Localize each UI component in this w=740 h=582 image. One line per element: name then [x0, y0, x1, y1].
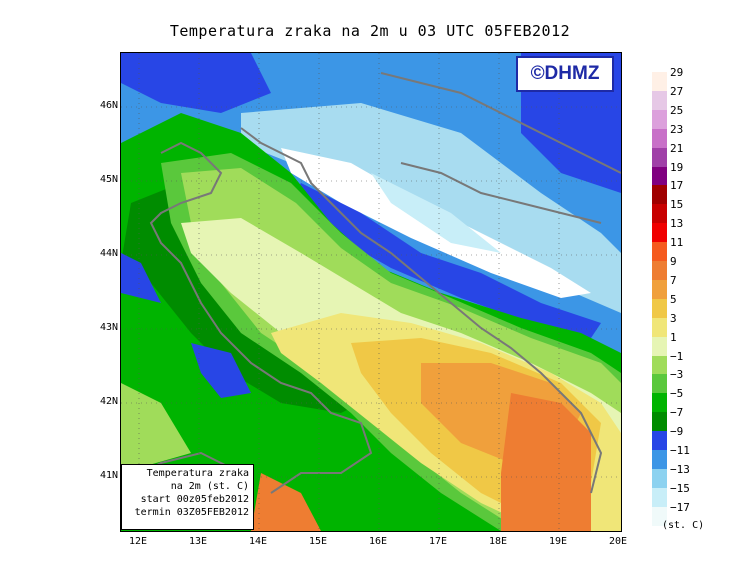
legend-swatch	[652, 223, 667, 243]
legend-swatch	[652, 468, 667, 489]
y-tick-label: 42N	[99, 396, 118, 407]
legend-swatch	[652, 279, 667, 300]
legend-swatch	[652, 450, 667, 470]
legend-label: 21	[670, 141, 684, 155]
legend-label: −1	[670, 349, 684, 363]
y-tick-label: 41N	[99, 470, 118, 481]
map-title: Temperatura zraka na 2m u 03 UTC 05FEB20…	[169, 22, 571, 40]
info-box: Temperatura zraka na 2m (st. C) start 00…	[121, 464, 254, 530]
legend-swatch	[652, 431, 667, 451]
x-tick-label: 17E	[428, 536, 448, 547]
legend-swatch	[652, 506, 667, 527]
legend-label: −9	[670, 425, 684, 439]
field-coast-cold	[291, 183, 601, 338]
legend-label: 7	[670, 273, 677, 287]
legend-label: 19	[670, 160, 684, 174]
x-tick-label: 20E	[608, 536, 628, 547]
info-line-2: na 2m (st. C)	[170, 481, 249, 492]
legend-swatch	[652, 242, 667, 262]
graticule	[121, 53, 621, 531]
legend-label: −3	[670, 368, 684, 382]
info-line-1: Temperatura zraka	[146, 468, 249, 479]
y-tick-label: 44N	[99, 248, 118, 259]
legend-swatch	[652, 298, 667, 319]
info-line-3: start 00z05feb2012	[140, 494, 249, 505]
legend-swatch	[652, 166, 667, 186]
field-green-light-sw	[121, 383, 191, 473]
dhmz-logo: ©DHMZ	[516, 56, 614, 92]
legend-label: −11	[670, 444, 690, 457]
legend-label: −13	[670, 462, 690, 476]
x-tick-label: 15E	[308, 536, 328, 547]
coast-italy-east	[149, 141, 373, 494]
field-cold-west	[121, 253, 161, 303]
legend-swatch	[652, 109, 667, 130]
legend-swatch	[652, 355, 667, 375]
legend-label: 23	[670, 122, 684, 136]
x-tick-label: 13E	[188, 536, 208, 547]
y-tick-label: 46N	[99, 100, 118, 111]
legend-label: 9	[670, 255, 677, 268]
x-tick-label: 16E	[368, 536, 388, 547]
legend-label: −15	[670, 481, 690, 495]
legend-label: 15	[670, 198, 684, 212]
border-bosnia	[400, 162, 602, 224]
legend-swatch	[652, 487, 667, 508]
x-tick-label: 14E	[248, 536, 268, 547]
coast-croatia	[240, 127, 603, 494]
legend-swatch	[652, 336, 667, 356]
field-cold-apennines	[191, 343, 251, 398]
border-north	[380, 72, 621, 174]
legend-swatch	[652, 90, 667, 111]
legend-label: −5	[670, 387, 684, 401]
legend-units: (st. C)	[662, 520, 705, 531]
field-orange-sw	[251, 473, 321, 531]
legend-label: 27	[670, 84, 684, 98]
legend-label: 11	[670, 236, 684, 250]
info-line-4: termin 03Z05FEB2012	[134, 507, 249, 518]
temperature-map	[120, 52, 622, 532]
legend-label: 17	[670, 179, 684, 193]
legend-swatch	[652, 147, 667, 167]
legend-swatch	[652, 374, 667, 394]
field-ice-patch	[371, 173, 501, 253]
legend-label: −7	[670, 406, 684, 420]
field-deep-cold-nw	[121, 53, 271, 113]
x-tick-label: 19E	[548, 536, 568, 547]
temperature-field	[121, 53, 621, 531]
legend-swatch	[652, 412, 667, 432]
legend-swatch	[652, 128, 667, 149]
legend-label: 13	[670, 217, 684, 231]
legend-label: 29	[670, 66, 684, 79]
legend-label: 3	[670, 311, 677, 325]
legend-swatch	[652, 185, 667, 205]
legend-label: 5	[670, 292, 677, 306]
legend-swatch	[652, 204, 667, 224]
field-orange-dark	[501, 393, 591, 531]
legend-swatch	[652, 317, 667, 338]
x-tick-label: 12E	[128, 536, 148, 547]
x-tick-label: 18E	[488, 536, 508, 547]
legend-label: −17	[670, 500, 690, 514]
legend-swatch	[652, 72, 667, 92]
legend-swatch	[652, 261, 667, 281]
y-tick-label: 43N	[99, 322, 118, 333]
legend-label: 1	[670, 330, 677, 344]
legend-swatch	[652, 393, 667, 413]
y-tick-label: 45N	[99, 174, 118, 185]
legend-label: 25	[670, 103, 684, 117]
